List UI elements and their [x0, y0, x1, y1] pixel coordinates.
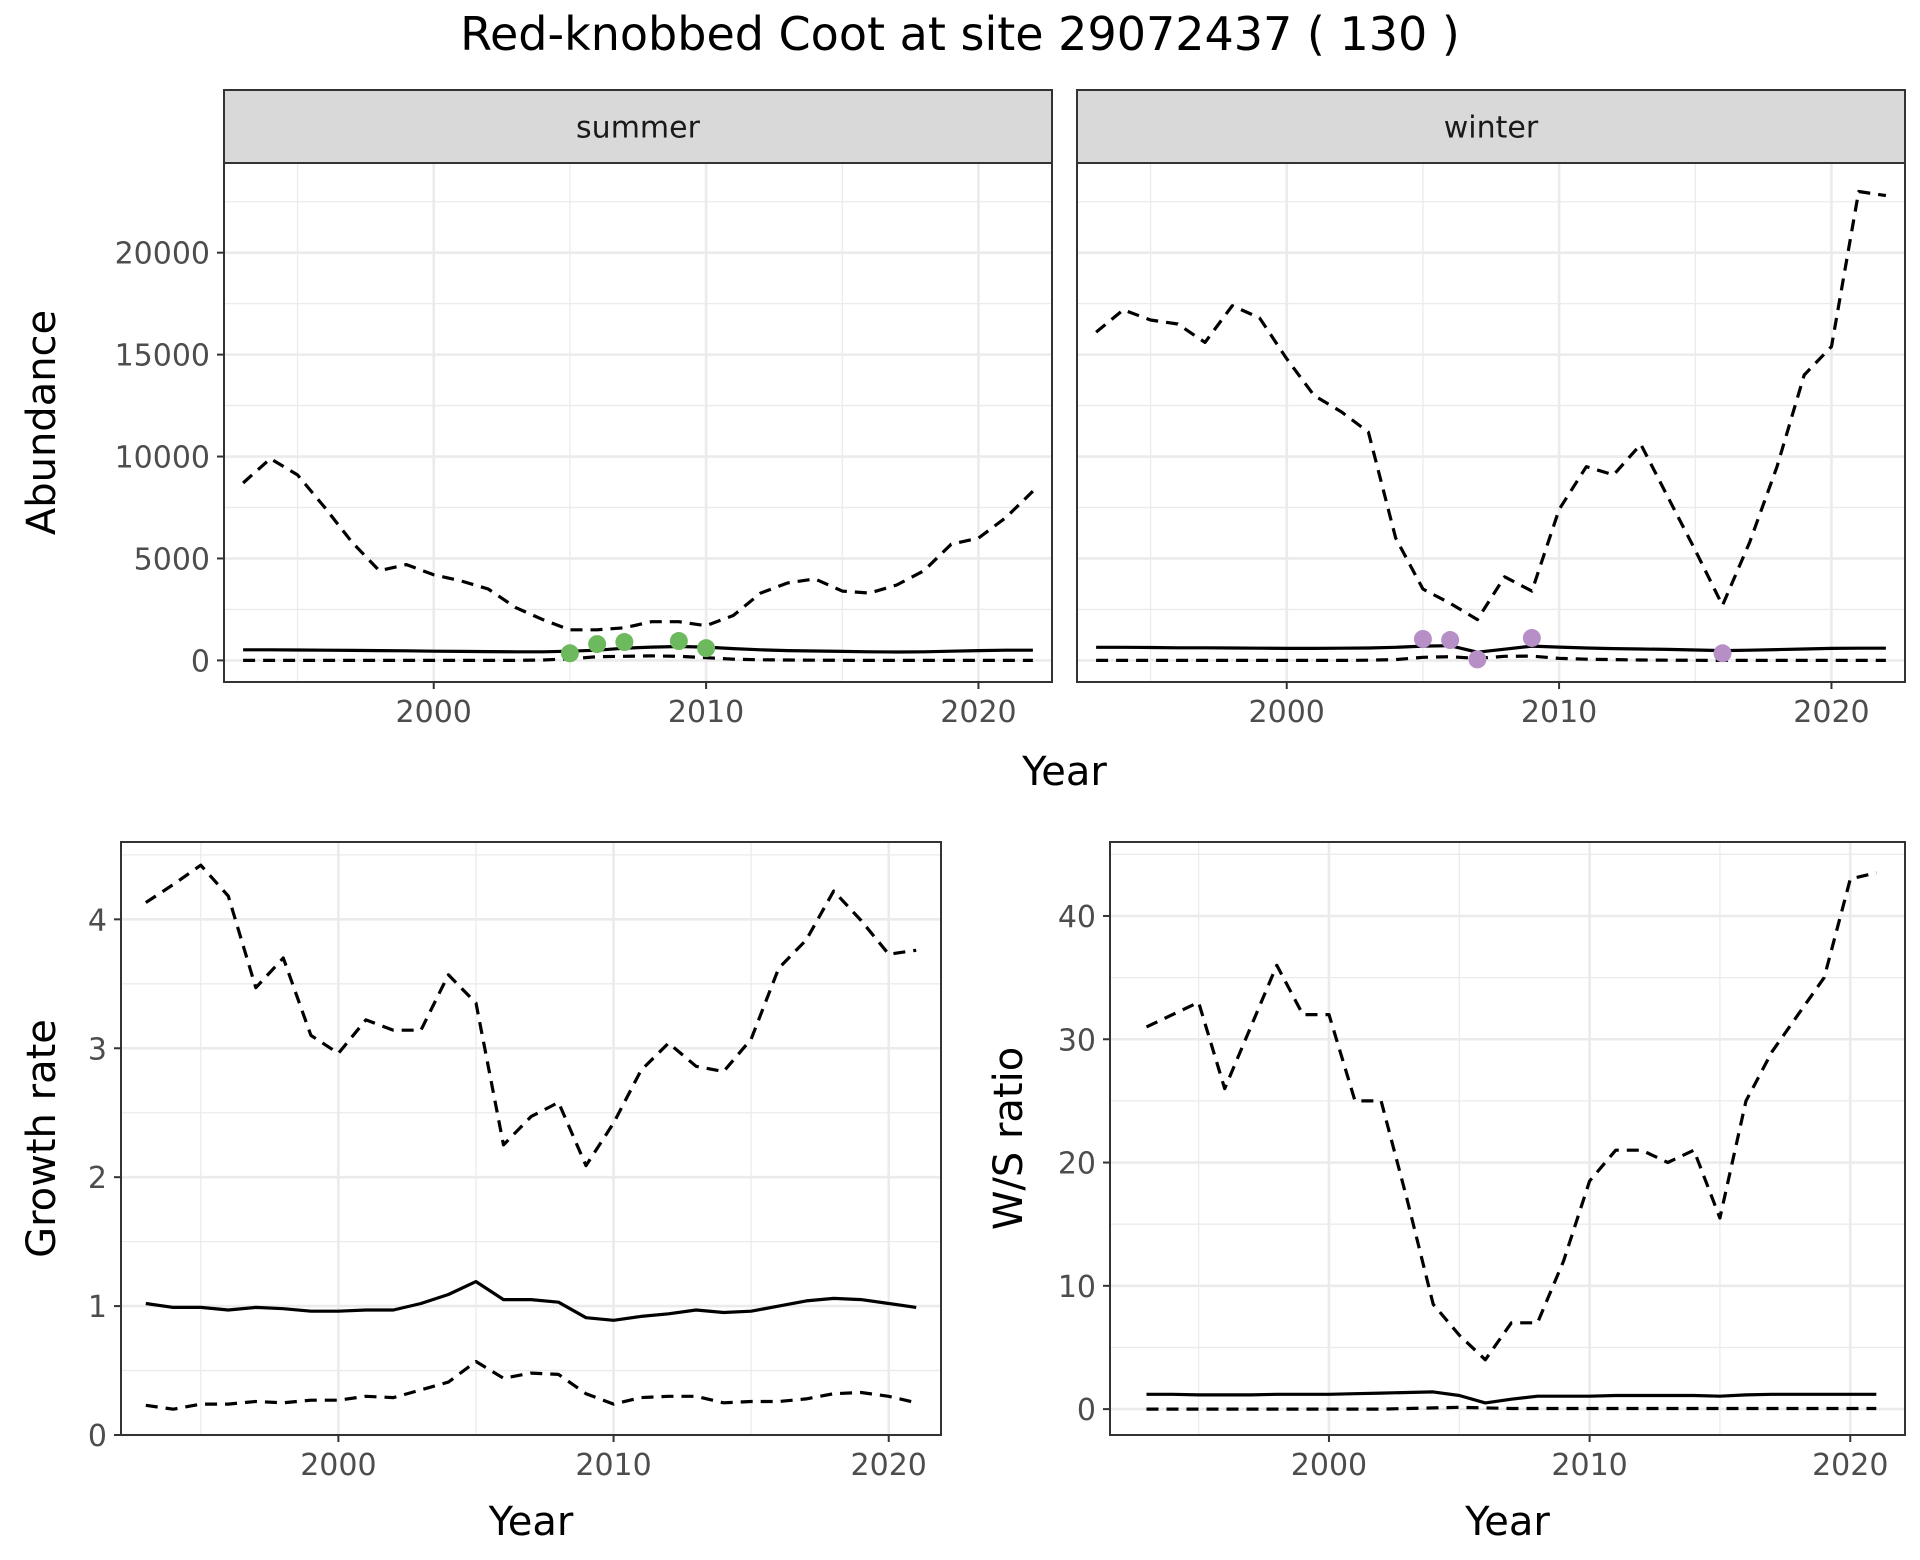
observation-point	[697, 639, 716, 658]
x-axis-title: Year	[488, 1499, 574, 1545]
dashed-bound-line-0	[1095, 189, 1887, 622]
observation-point	[1441, 631, 1460, 650]
observation-point	[1413, 629, 1432, 648]
facet-strip-0: summer	[223, 89, 1053, 164]
x-tick-label: 2020	[940, 695, 1016, 730]
x-tick-label: 2000	[1291, 1448, 1367, 1483]
panel-background	[1077, 163, 1905, 682]
y-tick-label: 2	[88, 1161, 107, 1196]
observation-point	[588, 635, 607, 654]
y-tick-label: 5000	[134, 542, 210, 577]
y-tick-label: 0	[88, 1419, 107, 1454]
solid-mean-line-1	[1096, 644, 1886, 654]
x-tick-label: 2010	[1551, 1448, 1627, 1483]
observation-point	[1713, 644, 1732, 663]
y-tick-label: 0	[191, 644, 210, 679]
panel-border	[1109, 841, 1906, 1436]
x-tick-label: 2000	[396, 695, 472, 730]
dashed-bound-line-0	[144, 863, 917, 1168]
facet-strip-background	[1076, 89, 1906, 164]
y-tick-label: 0	[1077, 1393, 1096, 1428]
y-tick-label: 10000	[115, 441, 210, 476]
dashed-bound-line-2	[145, 1359, 917, 1411]
y-axis-title: W/S ratio	[986, 1047, 1032, 1230]
observation-point	[560, 644, 579, 663]
y-tick-label: 20	[1058, 1147, 1096, 1182]
panel-background	[1110, 842, 1905, 1435]
dashed-bound-line-2	[1096, 654, 1886, 662]
panel: 2000 2010 2020 0 5000 10000 15000 20000	[115, 162, 1053, 730]
x-tick-label: 2020	[1812, 1448, 1888, 1483]
observation-point	[1522, 628, 1541, 647]
y-tick-label: 10	[1058, 1270, 1096, 1305]
solid-mean-line-1	[1146, 1390, 1877, 1405]
y-tick-label: 30	[1058, 1023, 1096, 1058]
dashed-bound-line-2	[243, 654, 1033, 662]
figure-title: Red-knobbed Coot at site 29072437 ( 130 …	[460, 7, 1460, 61]
y-tick-label: 4	[88, 903, 107, 938]
dashed-bound-line-0	[1145, 871, 1877, 1362]
solid-mean-line-1	[243, 644, 1033, 654]
solid-mean-line-1	[145, 1280, 917, 1322]
panel-border	[1076, 162, 1906, 683]
x-tick-label: 2020	[1793, 695, 1869, 730]
facet-strip-1: winter	[1076, 89, 1906, 164]
panel-border	[120, 841, 942, 1436]
x-tick-label: 2010	[575, 1448, 651, 1483]
x-tick-label: 2010	[1521, 695, 1597, 730]
panel: 2000 2010 2020 0 1 2 3 4	[88, 841, 942, 1483]
dashed-bound-line-2	[1146, 1405, 1877, 1411]
facet-strip-label: winter	[1444, 111, 1539, 146]
y-tick-label: 20000	[115, 237, 210, 272]
y-tick-label: 40	[1058, 900, 1096, 935]
x-tick-label: 2020	[851, 1448, 927, 1483]
x-tick-label: 2010	[668, 695, 744, 730]
facet-strip-label: summer	[576, 111, 701, 146]
observation-point	[615, 633, 634, 652]
y-tick-label: 3	[88, 1032, 107, 1067]
y-tick-label: 15000	[115, 339, 210, 374]
facet-strip-background	[223, 89, 1053, 164]
x-tick-label: 2000	[300, 1448, 376, 1483]
y-tick-label: 1	[88, 1290, 107, 1325]
observation-point	[1468, 650, 1487, 669]
y-axis-title: Abundance	[19, 310, 65, 535]
panel-border	[223, 162, 1053, 683]
panel: 2000 2010 2020	[1076, 162, 1906, 730]
panel-background	[224, 163, 1052, 682]
y-axis-title: Growth rate	[19, 1019, 65, 1258]
x-tick-label: 2000	[1249, 695, 1325, 730]
x-axis-title: Year	[1021, 749, 1107, 795]
x-axis-title: Year	[1464, 1499, 1550, 1545]
panel: 2000 2010 2020 0 10 20 30 40	[1058, 841, 1906, 1483]
dashed-bound-line-0	[242, 457, 1035, 632]
observation-point	[669, 632, 688, 651]
panel-background	[121, 842, 941, 1435]
